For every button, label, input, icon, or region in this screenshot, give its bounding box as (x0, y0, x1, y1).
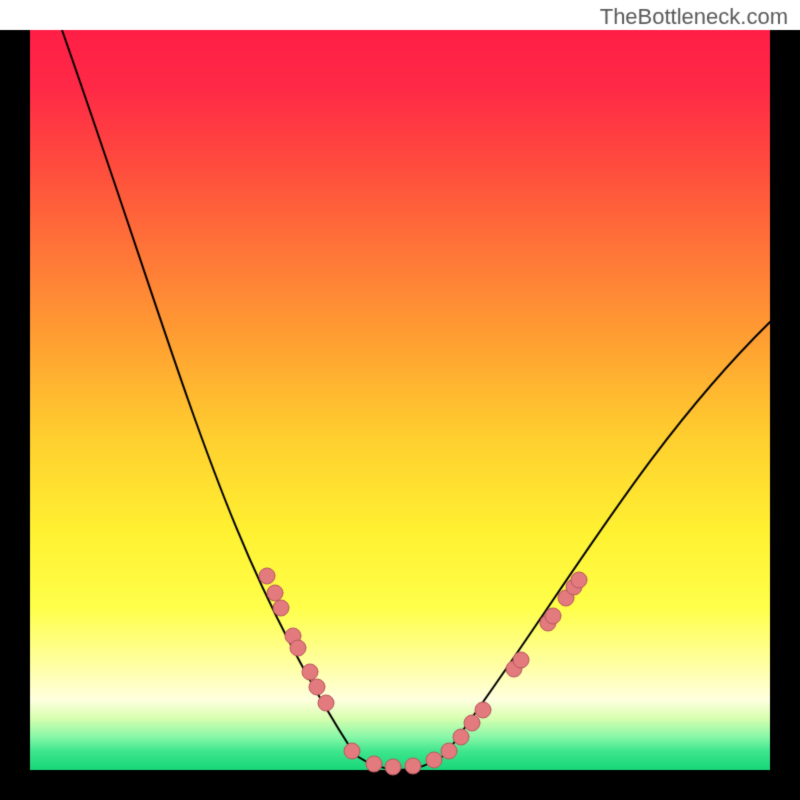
chart-canvas (0, 0, 800, 800)
